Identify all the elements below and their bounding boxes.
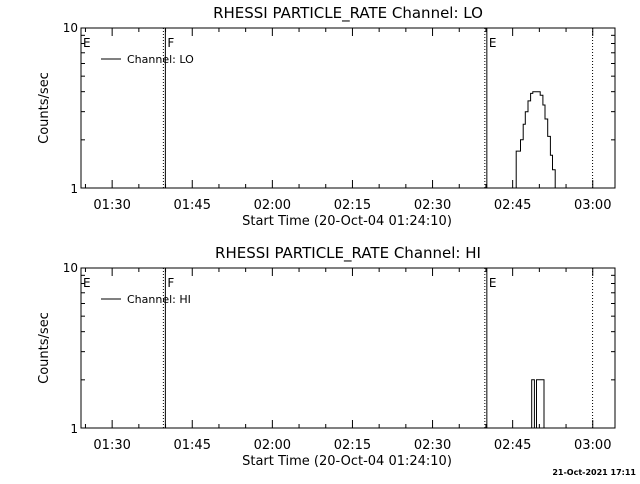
y-tick-label: 10 xyxy=(63,261,78,275)
x-tick-label: 02:00 xyxy=(254,198,291,213)
y-tick-label: 1 xyxy=(70,422,78,436)
panel-1: RHESSI PARTICLE_RATE Channel: LO 01:30 01:… xyxy=(37,4,616,229)
plot-frame xyxy=(80,267,616,429)
event-marker-label: E xyxy=(489,36,497,50)
y-axis-label: Counts/sec xyxy=(37,312,52,384)
x-tick-label: 02:45 xyxy=(494,198,531,213)
series-line xyxy=(529,379,549,429)
event-marker-label: E xyxy=(83,276,91,290)
x-tick-label: 02:15 xyxy=(334,198,371,213)
y-tick-label: 1 xyxy=(70,182,78,196)
event-marker-label: F xyxy=(167,276,174,290)
x-tick-label: 01:45 xyxy=(174,198,211,213)
event-marker-label: E xyxy=(83,36,91,50)
y-tick-label: 10 xyxy=(63,21,78,35)
x-axis-label: Start Time (20-Oct-04 01:24:10) xyxy=(242,454,452,469)
event-marker-label: F xyxy=(167,36,174,50)
x-tick-label: 01:30 xyxy=(93,438,130,453)
legend-entry: Channel: HI xyxy=(127,293,191,306)
x-tick-label: 02:30 xyxy=(414,438,451,453)
x-tick-label: 03:00 xyxy=(574,438,611,453)
panel-2: RHESSI PARTICLE_RATE Channel: HI 01:30 01:… xyxy=(37,244,616,469)
x-tick-label: 03:00 xyxy=(574,198,611,213)
x-tick-label: 02:30 xyxy=(414,198,451,213)
x-tick-label: 02:45 xyxy=(494,438,531,453)
series-line xyxy=(514,91,558,189)
event-marker-label: E xyxy=(489,276,497,290)
x-tick-label: 02:15 xyxy=(334,438,371,453)
chart-title: RHESSI PARTICLE_RATE Channel: HI xyxy=(215,244,481,263)
plot-frame xyxy=(80,27,616,189)
legend-entry: Channel: LO xyxy=(127,53,194,66)
x-tick-label: 01:45 xyxy=(174,438,211,453)
x-tick-label: 01:30 xyxy=(93,198,130,213)
chart-title: RHESSI PARTICLE_RATE Channel: LO xyxy=(213,4,483,23)
x-axis-label: Start Time (20-Oct-04 01:24:10) xyxy=(242,214,452,229)
footer-timestamp: 21-Oct-2021 17:11 xyxy=(552,468,636,477)
x-tick-label: 02:00 xyxy=(254,438,291,453)
y-axis-label: Counts/sec xyxy=(37,72,52,144)
